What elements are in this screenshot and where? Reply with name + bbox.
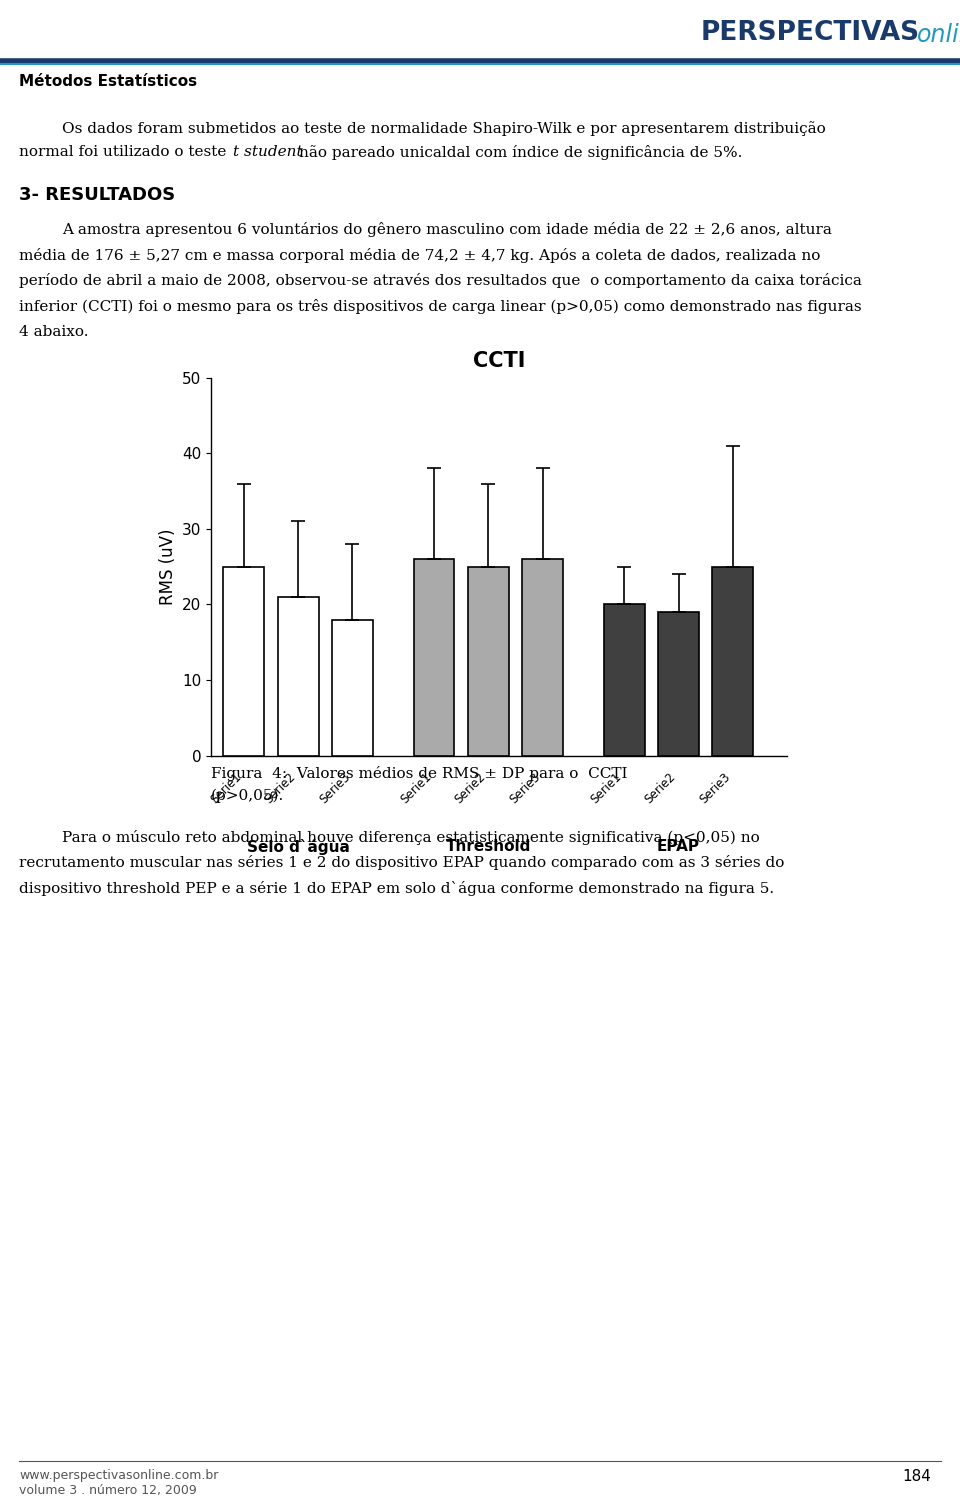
Bar xyxy=(332,620,372,756)
Bar xyxy=(277,597,319,756)
Text: período de abril a maio de 2008, observou-se através dos resultados que  o compo: período de abril a maio de 2008, observo… xyxy=(19,273,862,289)
Text: Selo d`água: Selo d`água xyxy=(247,839,349,855)
Text: 184: 184 xyxy=(902,1469,931,1484)
Text: dispositivo threshold PEP e a série 1 do EPAP em solo d`água conforme demonstrad: dispositivo threshold PEP e a série 1 do… xyxy=(19,881,775,896)
Text: Os dados foram submetidos ao teste de normalidade Shapiro-Wilk e por apresentare: Os dados foram submetidos ao teste de no… xyxy=(62,121,827,136)
Bar xyxy=(659,612,699,756)
Text: Serie3: Serie3 xyxy=(317,771,352,807)
Text: Serie3: Serie3 xyxy=(507,771,542,807)
Bar xyxy=(712,567,754,756)
Text: inferior (CCTI) foi o mesmo para os três dispositivos de carga linear (p>0,05) c: inferior (CCTI) foi o mesmo para os três… xyxy=(19,299,862,314)
Text: Serie1: Serie1 xyxy=(208,771,244,807)
Title: CCTI: CCTI xyxy=(473,351,525,370)
Text: normal foi utilizado o teste: normal foi utilizado o teste xyxy=(19,145,231,159)
Text: 4 abaixo.: 4 abaixo. xyxy=(19,325,88,338)
Text: PERSPECTIVAS: PERSPECTIVAS xyxy=(701,20,920,47)
Text: Para o músculo reto abdominal houve diferença estatisticamente significativa (p<: Para o músculo reto abdominal houve dife… xyxy=(62,830,760,845)
Text: Serie2: Serie2 xyxy=(642,771,679,807)
Text: EPAP: EPAP xyxy=(657,839,700,854)
Bar xyxy=(468,567,509,756)
Text: t student: t student xyxy=(233,145,303,159)
Y-axis label: RMS (uV): RMS (uV) xyxy=(158,529,177,604)
Text: volume 3 . número 12, 2009: volume 3 . número 12, 2009 xyxy=(19,1484,197,1497)
Text: 3- RESULTADOS: 3- RESULTADOS xyxy=(19,186,176,204)
Bar xyxy=(224,567,264,756)
Text: recrutamento muscular nas séries 1 e 2 do dispositivo EPAP quando comparado com : recrutamento muscular nas séries 1 e 2 d… xyxy=(19,855,784,870)
Text: online: online xyxy=(917,23,960,47)
Text: Figura  4:  Valores médios de RMS ± DP para o  CCTI: Figura 4: Valores médios de RMS ± DP par… xyxy=(211,766,628,781)
Text: A amostra apresentou 6 voluntários do gênero masculino com idade média de 22 ± 2: A amostra apresentou 6 voluntários do gê… xyxy=(62,222,832,237)
Text: Métodos Estatísticos: Métodos Estatísticos xyxy=(19,74,198,89)
Text: Serie3: Serie3 xyxy=(697,771,732,807)
Text: Serie2: Serie2 xyxy=(452,771,489,807)
Text: (p>0,05).: (p>0,05). xyxy=(211,789,284,804)
Text: Serie1: Serie1 xyxy=(588,771,624,807)
Text: não pareado unicaldal com índice de significância de 5%.: não pareado unicaldal com índice de sign… xyxy=(299,145,742,160)
Text: média de 176 ± 5,27 cm e massa corporal média de 74,2 ± 4,7 kg. Após a coleta de: média de 176 ± 5,27 cm e massa corporal … xyxy=(19,248,821,263)
Text: Threshold: Threshold xyxy=(445,839,531,854)
Bar xyxy=(604,604,644,756)
Bar xyxy=(522,559,564,756)
Text: Serie2: Serie2 xyxy=(262,771,299,807)
Bar xyxy=(414,559,454,756)
Text: Serie1: Serie1 xyxy=(398,771,434,807)
Text: www.perspectivasonline.com.br: www.perspectivasonline.com.br xyxy=(19,1469,219,1482)
